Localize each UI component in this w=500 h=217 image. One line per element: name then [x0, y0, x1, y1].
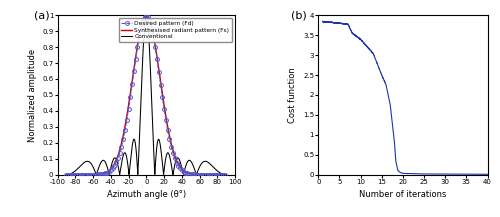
Legend: Desired pattern (Fd), Synthesised radiant pattern (Fs), Conventional: Desired pattern (Fd), Synthesised radian…	[118, 18, 232, 42]
X-axis label: Number of iterations: Number of iterations	[359, 190, 446, 199]
Text: (b): (b)	[292, 10, 307, 20]
X-axis label: Azimuth angle (θ°): Azimuth angle (θ°)	[106, 190, 186, 199]
Text: (a): (a)	[34, 10, 50, 20]
Y-axis label: Cost function: Cost function	[288, 67, 298, 123]
Y-axis label: Normalized amplitude: Normalized amplitude	[28, 48, 36, 141]
